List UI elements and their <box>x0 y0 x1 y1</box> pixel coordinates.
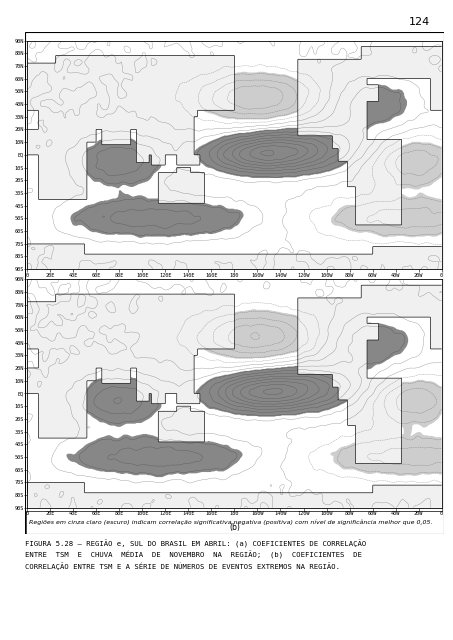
Text: (a): (a) <box>229 284 240 293</box>
Text: Regiões em cinza claro (escuro) indicam correlação significativa negativa (posit: Regiões em cinza claro (escuro) indicam … <box>29 520 433 525</box>
Text: 124: 124 <box>409 17 430 27</box>
Text: (b): (b) <box>229 523 240 532</box>
Text: FIGURA 5.28 – REGIÃO e, SUL DO BRASIL EM ABRIL: (a) COEFICIENTES DE CORRELAÇÃO
E: FIGURA 5.28 – REGIÃO e, SUL DO BRASIL EM… <box>25 540 366 570</box>
